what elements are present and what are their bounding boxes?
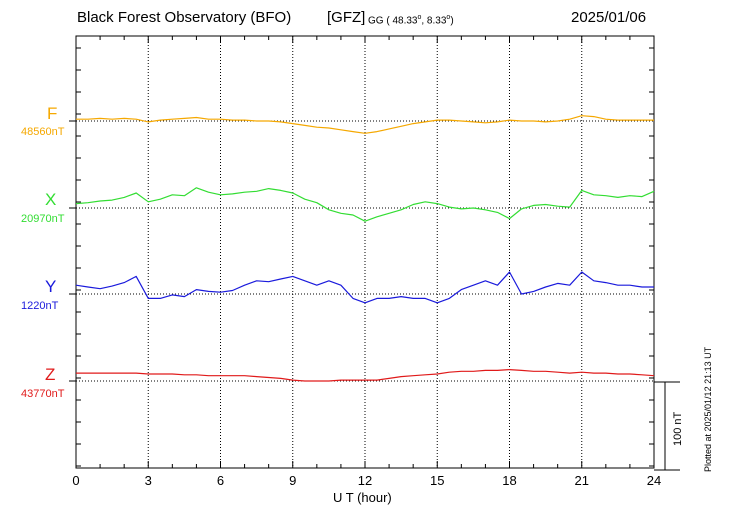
series-baseline-label-y: 1220nT	[21, 300, 59, 312]
x-tick-label: 18	[502, 473, 517, 488]
series-baseline-label-x: 20970nT	[21, 213, 65, 225]
series-name-f: F	[47, 104, 58, 123]
x-tick-label: 15	[430, 473, 445, 488]
chart-title: Black Forest Observatory (BFO)	[77, 9, 292, 26]
coord-prefix: GG ( 48.33	[368, 15, 418, 27]
institute-label: [GFZ]	[327, 9, 366, 26]
degree-mark-lat: o	[417, 14, 422, 21]
x-tick-label: 21	[574, 473, 589, 488]
series-trace-y	[75, 271, 654, 304]
coord-mid: , 8.33	[421, 15, 447, 27]
series-trace-z	[76, 369, 655, 382]
coord-suffix: )	[450, 15, 454, 27]
series-baseline-label-f: 48560nT	[21, 126, 65, 138]
station-coordinates: GG ( 48.33o, 8.33o)	[368, 14, 454, 26]
series-trace-x	[75, 187, 655, 222]
chart-date: 2025/01/06	[571, 9, 647, 26]
x-tick-label: 6	[216, 473, 225, 488]
x-tick-label: 12	[357, 473, 373, 488]
x-axis-label: U T (hour)	[333, 490, 392, 505]
series-baseline-label-z: 43770nT	[21, 388, 65, 400]
x-tick-label: 24	[646, 473, 662, 488]
series-name-x: X	[45, 190, 57, 209]
series-name-z: Z	[45, 365, 56, 384]
scale-bar-label: 100 nT	[672, 411, 684, 446]
x-tick-label: 3	[144, 473, 152, 488]
plotted-timestamp: Plotted at 2025/01/12 21:13 UT	[703, 346, 713, 472]
series-name-y: Y	[45, 277, 57, 296]
x-tick-label: 9	[289, 473, 297, 488]
series-trace-f	[76, 115, 654, 134]
x-tick-label: 0	[72, 473, 80, 488]
degree-mark-lon: o	[446, 14, 451, 21]
